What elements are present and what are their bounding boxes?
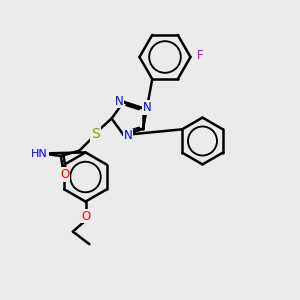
Text: F: F xyxy=(196,49,203,62)
Text: O: O xyxy=(60,168,69,181)
Text: N: N xyxy=(124,129,133,142)
Text: O: O xyxy=(81,209,90,223)
Text: S: S xyxy=(91,127,100,141)
Text: HN: HN xyxy=(31,148,48,159)
Text: N: N xyxy=(143,101,152,114)
Text: N: N xyxy=(115,94,124,108)
